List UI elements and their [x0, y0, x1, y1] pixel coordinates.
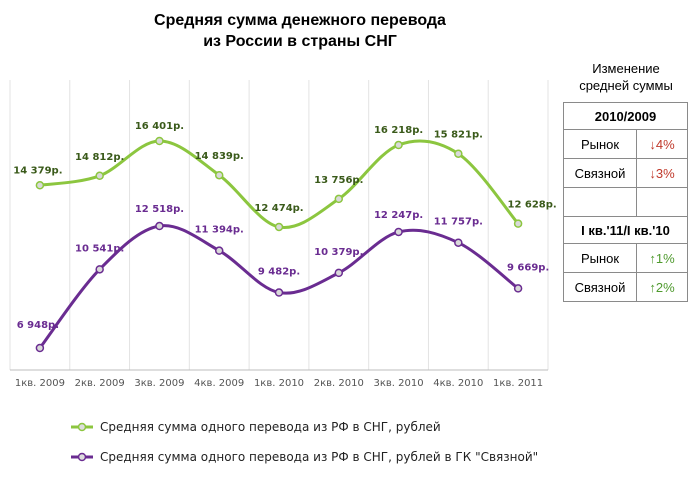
- x-tick-label: 4кв. 2010: [433, 378, 483, 389]
- legend-marker-market: [71, 422, 93, 432]
- chart-title: Средняя сумма денежного перевода из Росс…: [90, 10, 510, 52]
- data-point-svyaznoy: [334, 268, 344, 278]
- data-point-svyaznoy: [513, 284, 523, 293]
- data-point-svyaznoy: [35, 343, 45, 353]
- table-row-label: Рынок: [563, 243, 637, 273]
- data-label-svyaznoy: 6 948р.: [17, 320, 59, 331]
- data-label-market: 15 821р.: [434, 130, 483, 141]
- table-row-label: Рынок: [563, 129, 637, 159]
- data-label-market: 12 628р.: [507, 200, 556, 211]
- chart-title-line2: из России в страны СНГ: [203, 33, 397, 50]
- data-label-svyaznoy: 10 379р.: [314, 247, 363, 258]
- data-point-market: [155, 136, 164, 146]
- x-tick-label: 1кв. 2010: [254, 378, 304, 389]
- data-label-market: 14 812р.: [75, 152, 124, 163]
- legend-label-market: Средняя сумма одного перевода из РФ в СН…: [100, 420, 441, 434]
- data-label-svyaznoy: 11 757р.: [434, 217, 483, 228]
- data-point-market: [334, 194, 344, 204]
- legend-marker-svyaznoy: [71, 452, 93, 462]
- table-section-q1: I кв.'11/I кв.'10: [563, 216, 688, 244]
- data-point-svyaznoy: [214, 246, 224, 255]
- table-row-value: ↑1%: [636, 243, 688, 273]
- legend-label-svyaznoy: Средняя сумма одного перевода из РФ в СН…: [100, 450, 539, 464]
- chart-title-line1: Средняя сумма денежного перевода: [154, 12, 446, 29]
- change-table: 2010/2009 Рынок ↓4% Связной ↓3% I кв.'11…: [563, 102, 688, 302]
- data-label-market: 13 756р.: [314, 175, 363, 186]
- data-point-market: [513, 219, 523, 228]
- x-tick-label: 1кв. 2009: [15, 378, 65, 389]
- x-tick-label: 3кв. 2010: [374, 378, 424, 389]
- legend-item-market: Средняя сумма одного перевода из РФ в СН…: [70, 420, 441, 434]
- data-label-market: 16 218р.: [374, 125, 423, 136]
- data-point-svyaznoy: [394, 227, 403, 237]
- data-label-svyaznoy: 12 518р.: [135, 204, 184, 215]
- table-row-label: Связной: [563, 158, 637, 188]
- data-label-svyaznoy: 9 669р.: [507, 262, 549, 273]
- data-point-svyaznoy: [454, 238, 463, 247]
- data-label-market: 16 401р.: [135, 121, 184, 132]
- change-panel-title-line2: средней суммы: [579, 78, 673, 93]
- legend-item-svyaznoy: Средняя сумма одного перевода из РФ в СН…: [70, 450, 538, 464]
- data-label-svyaznoy: 9 482р.: [258, 267, 300, 278]
- table-section-2010-2009: 2010/2009: [563, 102, 688, 130]
- data-point-market: [95, 171, 104, 181]
- data-label-svyaznoy: 11 394р.: [195, 225, 244, 236]
- data-point-market: [274, 222, 284, 232]
- x-tick-label: 3кв. 2009: [134, 378, 184, 389]
- data-label-market: 14 379р.: [13, 165, 62, 176]
- table-empty-cell: [636, 187, 688, 217]
- data-point-market: [454, 149, 463, 158]
- data-point-svyaznoy: [155, 221, 164, 231]
- table-row-value: ↑2%: [636, 272, 688, 302]
- change-panel-title-line1: Изменение: [592, 61, 660, 76]
- x-tick-label: 2кв. 2010: [314, 378, 364, 389]
- x-tick-label: 2кв. 2009: [75, 378, 125, 389]
- table-empty-cell: [563, 187, 637, 217]
- data-label-svyaznoy: 10 541р.: [75, 243, 124, 254]
- table-row-label: Связной: [563, 272, 637, 302]
- data-label-svyaznoy: 12 247р.: [374, 210, 423, 221]
- table-row-value: ↓3%: [636, 158, 688, 188]
- data-label-market: 12 474р.: [254, 203, 303, 214]
- x-tick-label: 4кв. 2009: [194, 378, 244, 389]
- table-row-value: ↓4%: [636, 129, 688, 159]
- x-tick-label: 1кв. 2011: [493, 378, 543, 389]
- data-point-market: [35, 181, 45, 190]
- data-point-market: [394, 140, 403, 150]
- data-label-market: 14 839р.: [195, 151, 244, 162]
- data-point-market: [214, 170, 224, 180]
- change-panel-title: Изменение средней суммы: [562, 60, 690, 94]
- data-point-svyaznoy: [274, 288, 284, 297]
- data-point-svyaznoy: [95, 265, 104, 274]
